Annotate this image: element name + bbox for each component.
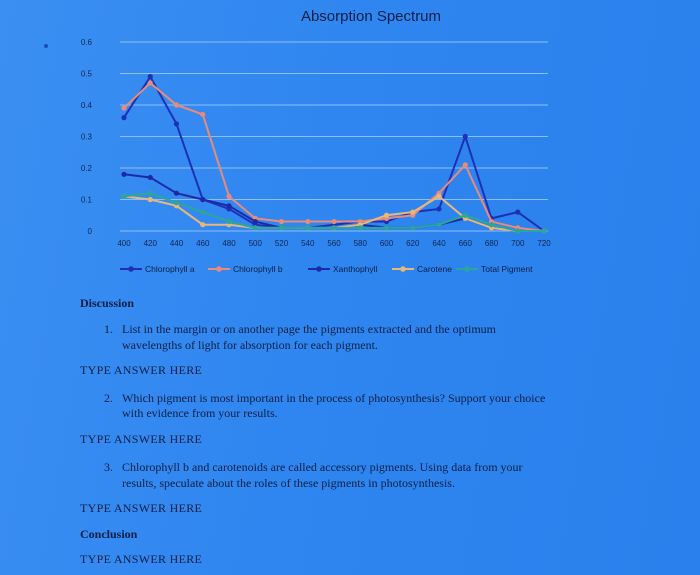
x-tick-label: 420 bbox=[144, 239, 158, 248]
data-point bbox=[173, 190, 180, 196]
x-tick-label: 400 bbox=[117, 239, 131, 248]
legend-label: Chlorophyll b bbox=[233, 264, 283, 274]
data-point bbox=[200, 222, 206, 228]
legend-marker bbox=[128, 266, 134, 272]
y-tick-label: 0.3 bbox=[81, 133, 93, 142]
data-point bbox=[278, 225, 285, 231]
data-point bbox=[173, 200, 180, 206]
data-point bbox=[488, 222, 495, 228]
x-tick-label: 440 bbox=[170, 239, 184, 248]
legend-marker bbox=[464, 266, 470, 272]
data-point bbox=[173, 102, 180, 108]
x-tick-label: 520 bbox=[275, 239, 289, 248]
data-point bbox=[252, 218, 258, 225]
data-point bbox=[121, 193, 127, 199]
data-point bbox=[226, 193, 232, 199]
question-1-number: 1. bbox=[104, 322, 113, 336]
answer-1-field[interactable]: TYPE ANSWER HERE bbox=[80, 363, 203, 377]
x-tick-label: 480 bbox=[222, 239, 236, 248]
data-point bbox=[462, 212, 468, 218]
x-tick-label: 620 bbox=[406, 239, 420, 248]
legend-marker bbox=[216, 266, 222, 272]
x-tick-label: 580 bbox=[354, 239, 368, 248]
data-point bbox=[331, 225, 337, 231]
y-tick-label: 0 bbox=[88, 227, 93, 236]
conclusion-heading: Conclusion bbox=[80, 527, 138, 541]
data-point bbox=[410, 209, 416, 215]
y-tick-label: 0.1 bbox=[81, 196, 93, 205]
data-point bbox=[147, 196, 153, 203]
data-point bbox=[226, 218, 232, 225]
data-point bbox=[121, 115, 127, 121]
data-point bbox=[121, 105, 127, 111]
data-point bbox=[462, 133, 468, 140]
chart-title: Absorption Spectrum bbox=[300, 8, 442, 25]
discussion-heading: Discussion bbox=[80, 296, 135, 310]
question-1-line-1: List in the margin or on another page th… bbox=[122, 322, 497, 336]
data-point bbox=[357, 225, 363, 231]
legend-label: Carotene bbox=[417, 264, 452, 274]
data-point bbox=[278, 218, 285, 225]
question-3-line-1: Chlorophyll b and carotenoids are called… bbox=[122, 460, 523, 474]
x-tick-label: 700 bbox=[511, 239, 525, 248]
x-tick-label: 540 bbox=[301, 239, 315, 248]
question-1-line-2: wavelengths of light for absorption for … bbox=[122, 338, 378, 352]
legend-label: Total Pigment bbox=[481, 264, 533, 274]
data-point bbox=[462, 162, 468, 168]
data-point bbox=[200, 209, 206, 215]
x-tick-label: 600 bbox=[380, 239, 394, 248]
question-3-number: 3. bbox=[104, 460, 113, 474]
data-point bbox=[305, 225, 311, 231]
data-point bbox=[436, 206, 442, 212]
data-point bbox=[173, 121, 180, 127]
y-tick-label: 0.6 bbox=[81, 38, 93, 47]
x-tick-label: 660 bbox=[459, 239, 473, 248]
data-point bbox=[410, 225, 416, 231]
data-point bbox=[147, 190, 153, 196]
x-tick-label: 640 bbox=[432, 239, 446, 248]
data-point bbox=[515, 209, 521, 215]
data-point bbox=[147, 74, 153, 80]
data-point bbox=[200, 111, 206, 118]
data-point bbox=[200, 196, 206, 203]
data-point bbox=[121, 171, 127, 177]
data-point bbox=[252, 225, 258, 231]
data-point bbox=[436, 193, 442, 199]
data-point bbox=[383, 212, 390, 218]
data-point bbox=[331, 218, 337, 225]
legend-label: Xanthophyll bbox=[333, 264, 378, 274]
chart-canvas: 0 0.1 0.2 0.3 0.4 0.5 0.6 400 420 440 460 480 500 520… bbox=[81, 38, 551, 274]
x-tick-label: 680 bbox=[485, 239, 499, 248]
legend-marker bbox=[316, 266, 322, 272]
x-tick-label: 720 bbox=[537, 239, 551, 248]
data-point bbox=[226, 203, 232, 209]
question-2-line-2: with evidence from your results. bbox=[122, 406, 278, 420]
y-tick-label: 0.2 bbox=[81, 164, 93, 173]
data-point bbox=[436, 222, 442, 228]
question-2-line-1: Which pigment is most important in the p… bbox=[122, 391, 546, 405]
data-point bbox=[147, 80, 153, 86]
answer-2-field[interactable]: TYPE ANSWER HERE bbox=[80, 432, 203, 446]
answer-3-field[interactable]: TYPE ANSWER HERE bbox=[80, 501, 203, 515]
bullet-dot bbox=[44, 44, 48, 48]
x-tick-label: 460 bbox=[196, 239, 210, 248]
data-point bbox=[147, 174, 153, 181]
legend-label: Chlorophyll a bbox=[145, 264, 195, 274]
data-point bbox=[305, 218, 311, 225]
x-tick-label: 500 bbox=[249, 239, 263, 248]
absorption-chart: Absorption Spectrum 0 0.1 0.2 0.3 0.4 0.5 0.6 4… bbox=[58, 0, 684, 288]
question-2-number: 2. bbox=[104, 391, 113, 405]
x-tick-label: 560 bbox=[327, 239, 341, 248]
conclusion-answer-field[interactable]: TYPE ANSWER HERE bbox=[80, 552, 203, 566]
y-tick-label: 0.4 bbox=[81, 101, 93, 110]
legend-marker bbox=[400, 266, 406, 272]
question-3-line-2: results, speculate about the roles of th… bbox=[122, 476, 455, 490]
data-point bbox=[383, 225, 390, 231]
data-point bbox=[541, 228, 547, 234]
data-point bbox=[515, 228, 521, 234]
y-tick-label: 0.5 bbox=[81, 70, 93, 79]
